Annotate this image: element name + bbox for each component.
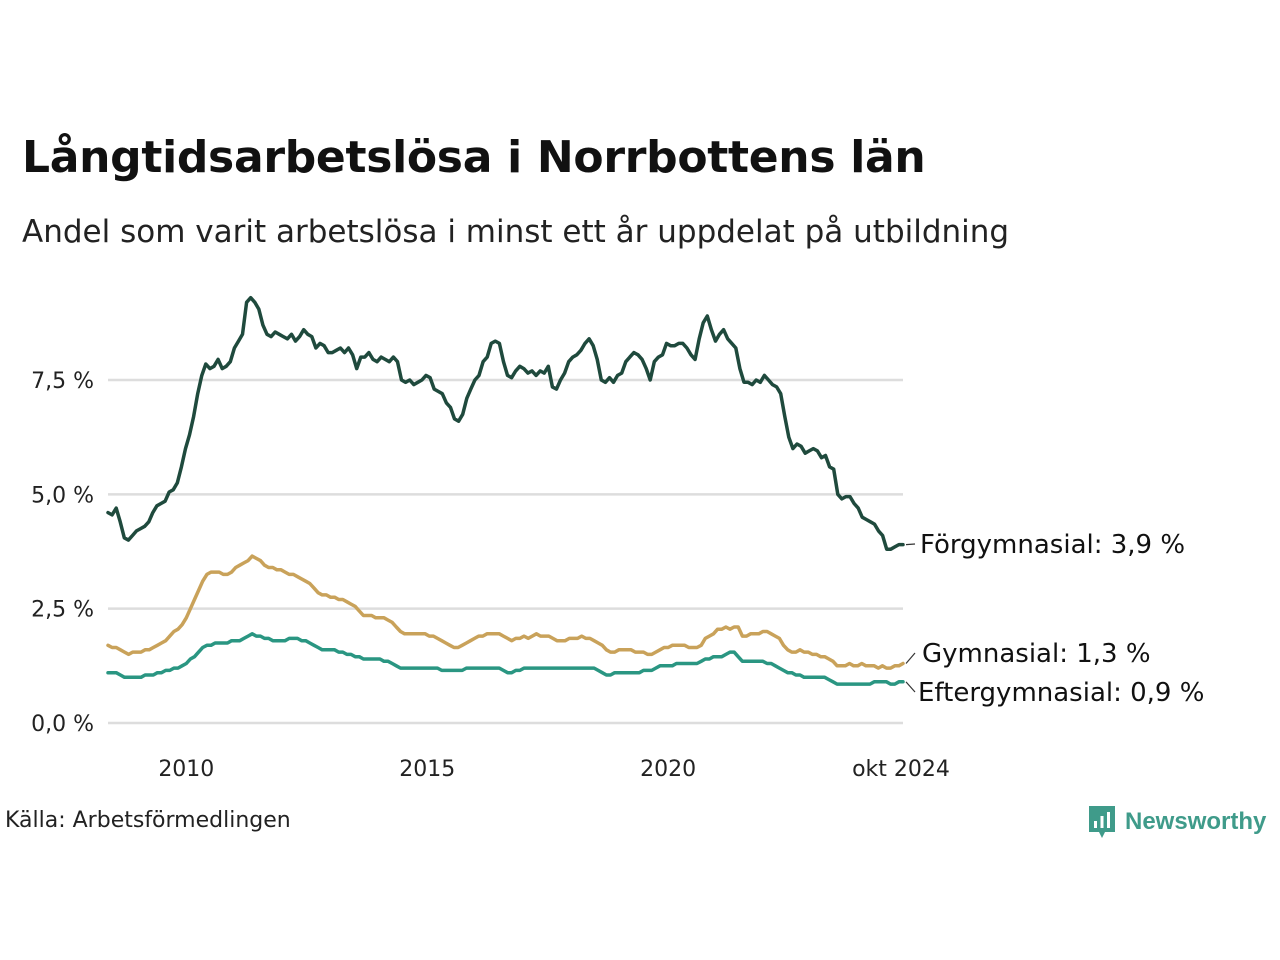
newsworthy-logo-icon bbox=[1089, 806, 1115, 838]
series-labels: Förgymnasial: 3,9 % Gymnasial: 1,3 % Efter… bbox=[905, 530, 1204, 708]
x-tick-label: 2020 bbox=[640, 757, 696, 782]
x-axis: 2010 2015 2020 okt 2024 bbox=[158, 757, 950, 782]
series-lines bbox=[106, 295, 905, 686]
chart-title: Långtidsarbetslösa i Norrbottens län bbox=[22, 132, 926, 183]
series-line-förgymnasial bbox=[106, 295, 905, 551]
y-tick-label: 2,5 % bbox=[31, 598, 94, 623]
series-label-eftergymnasial: Eftergymnasial: 0,9 % bbox=[918, 678, 1204, 708]
x-tick-label: 2015 bbox=[399, 757, 455, 782]
brand-name: Newsworthy bbox=[1125, 808, 1267, 835]
y-axis: 0,0 % 2,5 % 5,0 % 7,5 % bbox=[31, 369, 94, 737]
series-line-gymnasial bbox=[106, 554, 905, 670]
brand[interactable]: Newsworthy bbox=[1087, 804, 1266, 840]
label-connector bbox=[905, 652, 916, 664]
series-line-eftergymnasial bbox=[106, 632, 905, 686]
source-note: Källa: Arbetsförmedlingen bbox=[5, 808, 291, 833]
series-label-gymnasial: Gymnasial: 1,3 % bbox=[922, 639, 1151, 669]
x-tick-label: okt 2024 bbox=[852, 757, 950, 782]
y-tick-label: 7,5 % bbox=[31, 369, 94, 394]
label-connector bbox=[905, 543, 916, 546]
label-connector bbox=[905, 681, 916, 693]
y-tick-label: 5,0 % bbox=[31, 483, 94, 508]
x-tick-label: 2010 bbox=[158, 757, 214, 782]
chart-subtitle: Andel som varit arbetslösa i minst ett å… bbox=[22, 214, 1010, 250]
series-label-förgymnasial: Förgymnasial: 3,9 % bbox=[920, 530, 1185, 560]
y-tick-label: 0,0 % bbox=[31, 712, 94, 737]
